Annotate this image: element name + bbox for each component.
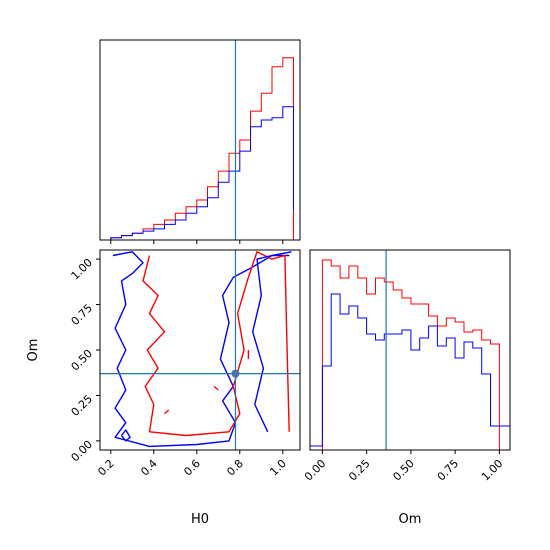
om-histogram-frame: [309, 249, 511, 451]
contour-line-1: [120, 429, 131, 442]
contour-line-4: [164, 409, 170, 415]
contour-y-axis-label: Om: [26, 339, 41, 362]
contour-x-ticks: 0.2 0.4 0.6 0.8 1.0: [95, 450, 289, 478]
om-x-ticks: 0.00 0.25 0.50 0.75 1.00: [302, 450, 506, 483]
contour-layer: [112, 251, 292, 448]
contour-frame: [99, 249, 301, 451]
contour-line-0: [112, 251, 290, 448]
om-x-axis-label: Om: [399, 512, 422, 527]
h0-histogram-series-layer: [100, 57, 294, 241]
contour-x-tick-label-2: 0.6: [181, 457, 203, 479]
om-x-tick-label-1: 0.25: [346, 457, 373, 484]
om-histogram-series-0: [310, 259, 510, 451]
om-histogram-panel: 0.00 0.25 0.50 0.75 1.00 Om: [302, 249, 511, 527]
om-x-tick-label-4: 1.00: [479, 457, 506, 484]
h0-histogram-x-tick-marks: [110, 240, 284, 244]
contour-line-3: [251, 251, 292, 433]
contour-line-5: [213, 385, 219, 391]
h0-histogram-panel: [99, 39, 301, 244]
contour-x-tick-label-0: 0.2: [95, 457, 117, 479]
om-histogram-series-layer: [309, 259, 511, 451]
contour-x-tick-label-4: 1.0: [267, 457, 289, 479]
contour-y-tick-label-1: 0.25: [69, 392, 96, 419]
h0-histogram-frame: [99, 39, 301, 241]
contour-y-tick-label-0: 0.00: [69, 438, 96, 465]
om-x-tick-label-0: 0.00: [302, 457, 329, 484]
h0-om-contour-panel: 0.2 0.4 0.6 0.8 1.0 0.000.250.500.751.00 H0 …: [26, 249, 301, 527]
contour-x-axis-label: H0: [191, 512, 209, 527]
contour-x-tick-label-3: 0.8: [224, 457, 246, 479]
om-histogram-series-1: [309, 293, 511, 450]
contour-y-tick-label-2: 0.50: [69, 347, 96, 374]
true-parameter-point: [231, 369, 240, 378]
om-x-tick-label-2: 0.50: [390, 457, 417, 484]
contour-y-ticks: 0.00 0.25 0.50 0.75 1.00: [69, 256, 100, 464]
h0-histogram-series-1: [100, 106, 294, 241]
contour-y-tick-label-3: 0.75: [69, 301, 96, 328]
om-x-tick-label-3: 0.75: [435, 457, 462, 484]
contour-x-tick-label-1: 0.4: [138, 457, 160, 479]
contour-line-2: [142, 251, 290, 437]
contour-y-tick-label-4: 1.00: [69, 256, 96, 283]
